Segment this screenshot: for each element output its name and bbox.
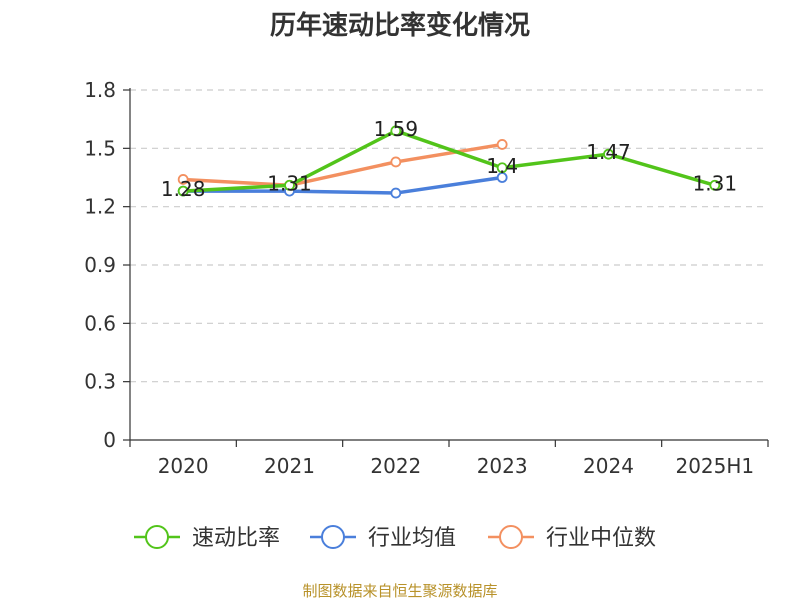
- y-tick-label: 0.6: [84, 311, 116, 335]
- x-tick-label: 2023: [477, 454, 528, 478]
- y-tick-label: 0.3: [84, 370, 116, 394]
- legend-item-0[interactable]: 速动比率: [134, 525, 280, 551]
- data-label: 1.47: [586, 140, 631, 164]
- legend-label: 行业中位数: [546, 526, 656, 551]
- data-point[interactable]: [390, 156, 402, 168]
- series-0: [177, 125, 721, 197]
- x-tick-label: 2021: [264, 454, 315, 478]
- data-point[interactable]: [496, 162, 508, 174]
- y-tick-label: 0.9: [84, 253, 116, 277]
- x-tick-label: 2022: [370, 454, 421, 478]
- series-line: [183, 142, 503, 188]
- y-tick-label: 1.8: [84, 78, 116, 102]
- legend-marker: [499, 525, 523, 549]
- grid-lines: [130, 89, 768, 383]
- legend-item-1[interactable]: 行业均值: [310, 525, 456, 551]
- x-axis-ticks: 2020 2021 2022 2023 2024 2025H1: [158, 454, 754, 478]
- data-point[interactable]: [709, 179, 721, 191]
- data-label: 1.4: [486, 154, 518, 178]
- data-label: 1.31: [693, 171, 738, 195]
- series-line: [183, 175, 503, 195]
- axes: [123, 88, 769, 447]
- data-label: 1.31: [267, 171, 312, 195]
- data-point[interactable]: [390, 125, 402, 137]
- data-labels: 1.28 1.31 1.59 1.4 1.47 1.31: [161, 117, 737, 201]
- data-point[interactable]: [177, 174, 189, 185]
- series-group: [177, 125, 721, 199]
- data-point[interactable]: [496, 139, 508, 150]
- series-line: [183, 129, 716, 193]
- series-1: [177, 172, 508, 199]
- data-point[interactable]: [603, 148, 614, 160]
- y-tick-label: 1.2: [84, 195, 116, 219]
- legend-item-2[interactable]: 行业中位数: [488, 525, 656, 551]
- x-tick-label: 2024: [583, 454, 634, 478]
- legend-label: 行业均值: [368, 526, 456, 551]
- data-point[interactable]: [284, 179, 295, 191]
- y-tick-label: 0: [103, 428, 116, 452]
- legend-label: 速动比率: [192, 526, 280, 551]
- chart-title: 历年速动比率变化情况: [270, 10, 530, 41]
- data-label: 1.59: [374, 117, 419, 141]
- legend-marker: [321, 525, 345, 549]
- x-tick-label: 2025H1: [675, 454, 754, 478]
- x-tick-label: 2020: [158, 454, 209, 478]
- legend[interactable]: 速动比率 行业均值 行业中位数: [134, 525, 656, 551]
- data-point[interactable]: [177, 185, 189, 197]
- data-label: 1.28: [161, 177, 206, 201]
- y-axis-ticks: 0 0.3 0.6 0.9 1.2 1.5 1.8: [84, 78, 116, 452]
- y-tick-label: 1.5: [84, 136, 116, 160]
- source-note: 制图数据来自恒生聚源数据库: [302, 582, 497, 600]
- data-point[interactable]: [390, 187, 402, 199]
- legend-marker: [145, 525, 169, 549]
